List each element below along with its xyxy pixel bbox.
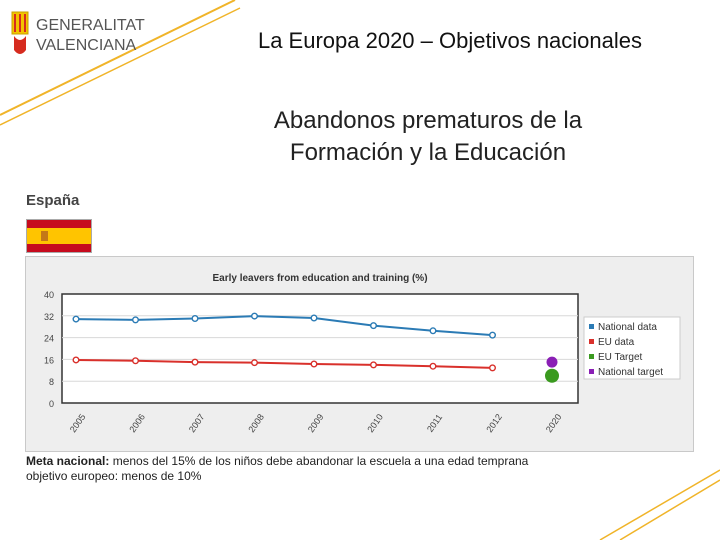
data-point	[370, 322, 378, 330]
data-point	[250, 359, 258, 367]
meta-nacional-line: Meta nacional: menos del 15% de los niño…	[26, 454, 528, 469]
subtitle-line-2: Formación y la Educación	[289, 139, 567, 166]
x-tick-label: 2005	[68, 412, 88, 434]
x-tick-label: 2020	[544, 412, 564, 434]
legend-box	[583, 316, 681, 380]
y-tick-label: 40	[44, 290, 54, 300]
x-tick-label: 2010	[365, 412, 385, 434]
series-line	[75, 358, 493, 369]
data-point	[429, 327, 437, 335]
shield-icon	[11, 11, 29, 54]
country-name: España	[26, 192, 80, 209]
data-point	[131, 357, 139, 365]
target-point	[546, 356, 558, 368]
meta-label: Meta nacional:	[26, 454, 110, 468]
plot-area	[61, 293, 579, 404]
logo-line-2: VALENCIANA	[36, 37, 137, 54]
data-point	[250, 312, 258, 320]
data-point	[429, 362, 437, 370]
legend-label: National target	[598, 367, 663, 378]
x-tick-label: 2012	[484, 412, 504, 434]
spain-flag-icon	[26, 219, 92, 253]
data-point	[72, 315, 80, 323]
y-tick-label: 32	[44, 312, 54, 322]
x-tick-label: 2011	[425, 412, 444, 434]
y-tick-label: 24	[44, 334, 54, 344]
objective-line: objetivo europeo: menos de 10%	[26, 469, 202, 483]
legend-swatch	[589, 324, 594, 329]
x-tick-label: 2006	[127, 412, 147, 434]
meta-text: Meta nacional: menos del 15% de los niño…	[26, 454, 528, 484]
chart-panel: Early leavers from education and trainin…	[25, 256, 694, 452]
x-tick-label: 2008	[246, 412, 266, 434]
y-tick-label: 16	[44, 355, 54, 365]
legend-label: EU Target	[598, 352, 643, 363]
x-tick-label: 2009	[306, 412, 326, 434]
legend-label: National data	[598, 322, 657, 333]
data-point	[191, 315, 199, 323]
y-tick-label: 8	[49, 377, 54, 387]
data-point	[310, 314, 318, 322]
data-point	[370, 361, 378, 369]
generalitat-logo: GENERALITAT VALENCIANA	[8, 8, 148, 68]
x-tick-label: 2007	[187, 412, 207, 434]
chart-title: Early leavers from education and trainin…	[212, 273, 427, 284]
line-chart: Early leavers from education and trainin…	[44, 273, 681, 434]
legend-swatch	[589, 354, 594, 359]
target-point	[545, 368, 559, 383]
subtitle-line-1: Abandonos prematuros de la	[273, 107, 583, 134]
slide-title: La Europa 2020 – Objetivos nacionales	[257, 28, 643, 53]
data-point	[191, 358, 199, 366]
data-point	[489, 331, 497, 339]
meta-description: menos del 15% de los niños debe abandona…	[112, 454, 529, 468]
logo-line-1: GENERALITAT	[36, 17, 145, 34]
data-point	[310, 360, 318, 368]
legend-label: EU data	[598, 337, 635, 348]
slide-subtitle: Abandonos prematuros de la Formación y l…	[218, 105, 638, 169]
legend-swatch	[589, 369, 594, 374]
data-point	[131, 316, 139, 324]
legend-swatch	[589, 339, 594, 344]
data-point	[489, 364, 497, 372]
y-tick-label: 0	[49, 399, 54, 409]
data-point	[72, 356, 80, 364]
series-line	[75, 315, 493, 337]
